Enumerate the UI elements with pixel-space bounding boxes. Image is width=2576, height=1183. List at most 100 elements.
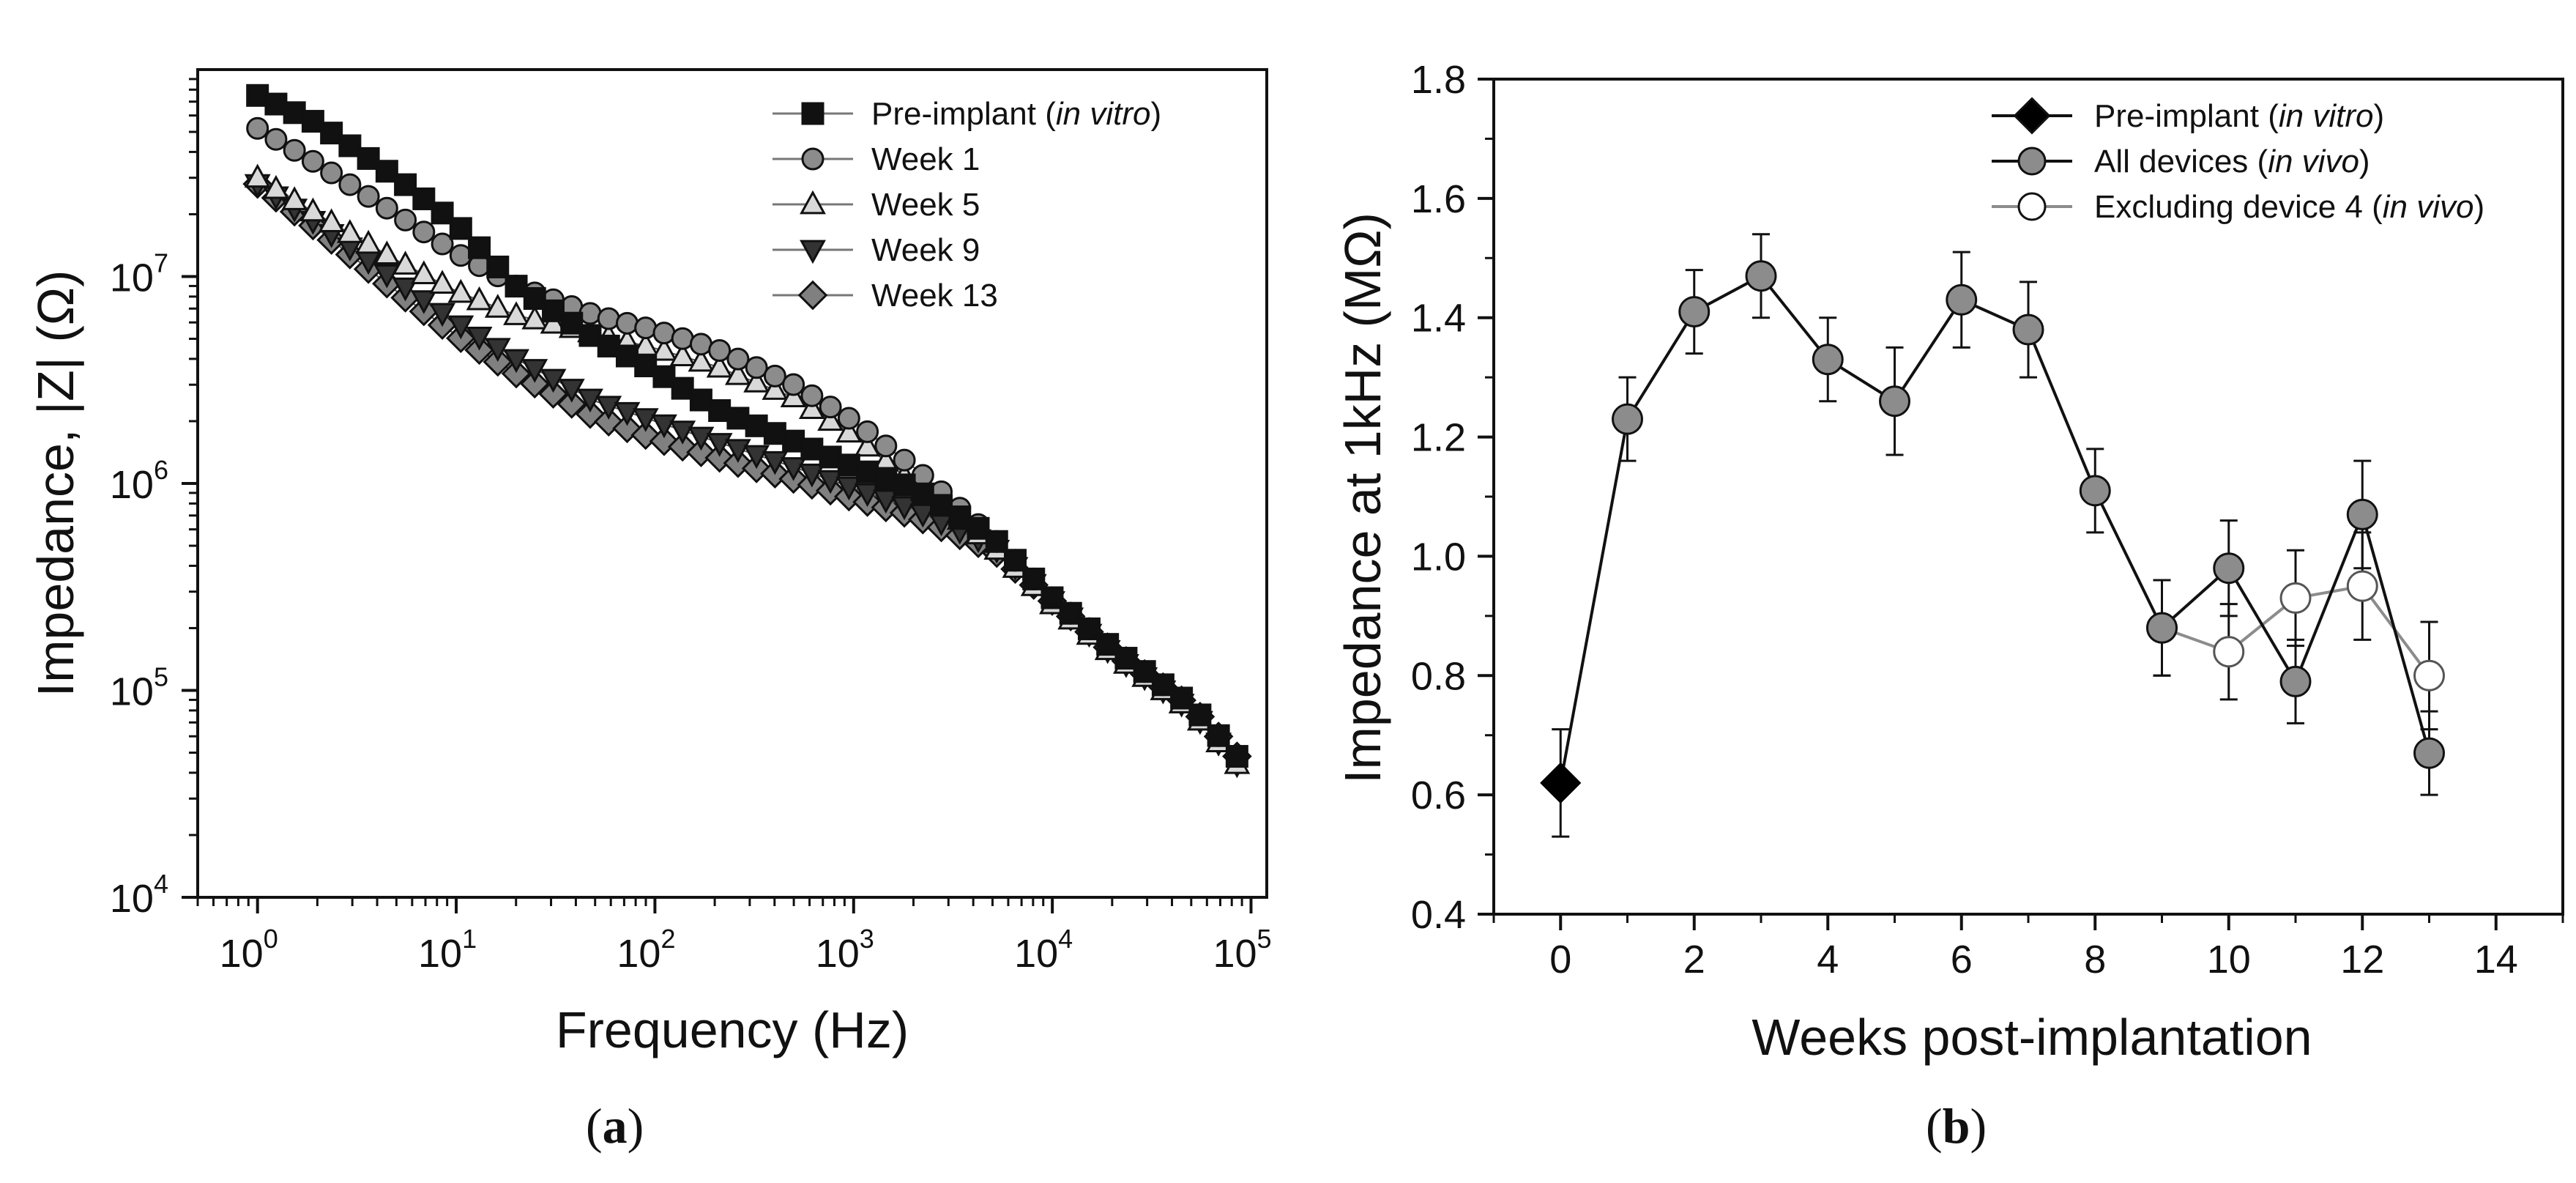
panel-a-x-tick-label: 103 [816,924,874,976]
panel-a-x-tick-label: 102 [617,924,675,976]
panel-a-data-point [357,147,380,170]
panel-b-series-all-devices-point [2213,552,2245,585]
panel-a-data-point [652,322,676,345]
panel-a-ticks: 100 101 102 103 104 105 104 105 106 107 [110,78,1272,976]
panel-a-legend-item: Week 9 [773,232,980,268]
panel-a-data-point [431,201,454,225]
panel-a-data-point [262,174,289,199]
panel-a-data-point [521,305,548,330]
panel-a-y-tick-label: 105 [110,662,168,714]
panel-a-data-point [1207,724,1230,747]
panel-a-data-point [301,110,324,133]
panel-a-data-point [762,376,789,400]
panel-a-data-point [798,395,825,419]
panel-b: 0 2 4 6 8 10 12 14 0.4 0.6 0.8 1.0 1.2 1.4 1.6 1.8 Week… [1334,58,2564,1154]
panel-b-series-all-devices-point [2346,498,2378,530]
panel-a-data-point [724,361,751,385]
panel-b-series-all-devices-point [2146,612,2178,644]
panel-a-data-point [505,275,528,298]
panel-a-data-point [708,338,732,362]
panel-a-data-point [301,149,324,173]
panel-a-label: (a) [586,1098,644,1154]
panel-a-data-point [967,516,990,540]
panel-a-data-point [431,232,454,256]
panel-a-data-point [817,470,844,494]
panel-a-legend-marker [800,190,826,215]
panel-a-y-axis-title: Impedance, |Z| (Ω) [27,270,84,697]
panel-b-series-all-devices-point [1678,296,1710,328]
panel-b-series-all-devices-point [2079,475,2111,507]
panel-a-data-point [1188,703,1212,727]
panel-b-y-tick-label: 1.8 [1411,58,1466,102]
panel-a-data-point [874,467,898,490]
panel-b-legend-item: Excluding device 4 (in vivo) [1992,189,2484,225]
panel-b-series-excluding-device-4-point [2413,659,2445,691]
panel-a-series [242,84,1252,779]
panel-a-data-point [1077,617,1101,640]
panel-a-x-tick-label: 104 [1014,924,1073,976]
panel-a-data-point [689,388,712,412]
panel-a-data-point [466,286,493,311]
panel-a-data-point [835,476,863,501]
panel-a-x-tick-label: 105 [1213,924,1271,976]
panel-a-data-point [671,377,694,400]
panel-b-series-all-devices-point [1946,283,1978,316]
panel-a-data-point [412,220,436,244]
panel-a-y-tick-label: 106 [110,455,168,507]
panel-a-data-point [817,407,844,431]
panel-a-data-point [410,290,437,314]
panel-a-data-point [1096,633,1120,656]
panel-a-data-point [484,294,511,318]
panel-a-data-point [1022,567,1046,590]
panel-a-data-point [338,134,362,157]
panel-a-data-point [671,327,694,350]
panel-a-data-point [394,208,417,231]
panel-a-legend-marker [797,280,828,311]
panel-a-data-point [558,379,585,403]
panel-b-series-pre-implant [1540,728,1582,838]
panel-a-data-point [854,432,881,457]
panel-a-legend-marker [801,147,824,171]
panel-b-legend-item: Pre-implant (in vitro) [1992,97,2384,135]
panel-a-data-point [501,358,532,389]
panel-a-data-point [429,270,456,294]
panel-a-data-point [244,163,271,188]
panel-a-data-point [706,353,733,378]
panel-a-data-point [745,356,768,379]
panel-b-legend-marker [2017,147,2047,176]
panel-a-data-point [1003,549,1027,572]
panel-a-data-point [429,303,456,327]
panel-b-series-all-devices-point [2012,314,2044,346]
panel-a-data-point [392,251,419,275]
panel-b-y-axis-title: Impedance at 1kHz (MΩ) [1334,212,1391,784]
panel-a-data-point [523,286,546,310]
panel-a-data-point [449,217,472,240]
panel-a-data-point [373,240,401,264]
panel-a-legend-item: Week 5 [773,187,980,223]
panel-a-data-point [634,316,658,340]
panel-a-data-point [1170,686,1194,710]
panel-b-series-pre-implant-point [1540,762,1582,804]
panel-a-data-point [819,445,842,469]
panel-b-legend-marker [2013,97,2051,135]
panel-a-data-point [503,349,529,374]
panel-a-data-point [375,196,398,220]
panel-a-data-point [743,368,770,393]
panel-a-data-point [615,311,639,335]
panel-b-legend-item: All devices (in vivo) [1992,144,2370,179]
panel-a-data-point [837,407,860,430]
panel-a-data-point [985,530,1008,553]
panel-a-data-point [375,160,398,183]
panel-a-legend-label: Week 1 [871,141,980,177]
panel-a-data-point [780,457,807,481]
panel-a-data-point [723,448,753,478]
panel-a-data-point [357,185,380,208]
panel-a-data-point [854,483,881,508]
panel-a-data-point [686,437,716,467]
panel-b-series-all-devices-point [2413,737,2445,769]
panel-b-ticks: 0 2 4 6 8 10 12 14 0.4 0.6 0.8 1.0 1.2 1.4 1.6 1.8 [1411,58,2564,982]
panel-b-connector-line [1559,418,1629,784]
panel-a: 100 101 102 103 104 105 104 105 106 107 Frequency… [27,68,1272,1154]
panel-a-data-point [930,494,953,517]
